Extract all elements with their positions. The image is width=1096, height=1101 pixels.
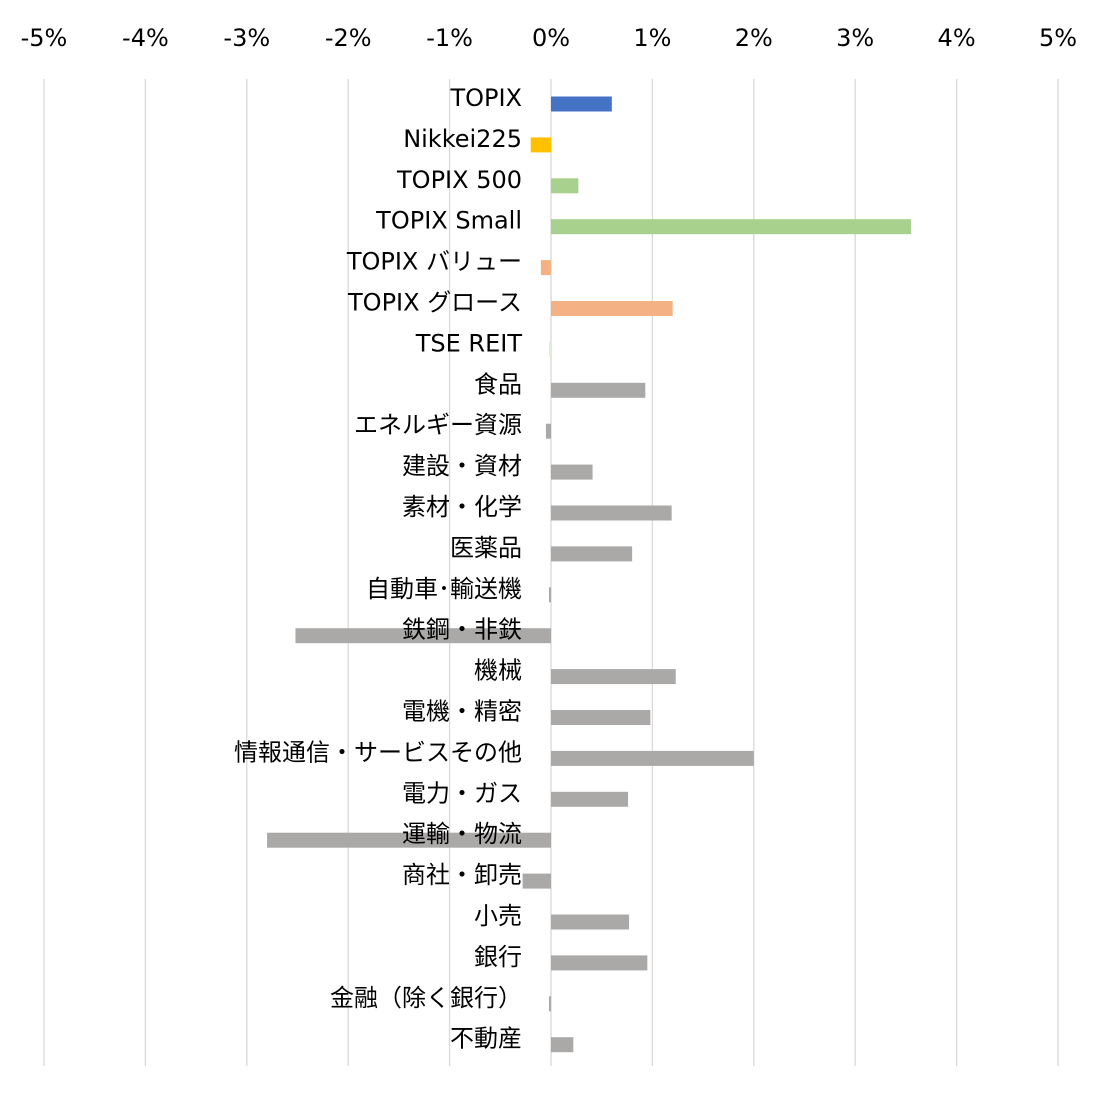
bar (530, 137, 551, 153)
category-label: 食品 (474, 370, 522, 398)
category-label: TOPIX バリュー (346, 248, 522, 276)
x-tick-label: -2% (325, 24, 372, 52)
x-tick-label: 4% (938, 24, 976, 52)
bar (551, 464, 593, 480)
bar (548, 341, 551, 357)
category-label: 機械 (474, 657, 522, 685)
bar (548, 996, 551, 1012)
bar (540, 260, 551, 276)
category-labels: TOPIX Nikkei225 TOPIX 500 TOPIX Small TOPIX … (234, 84, 522, 1053)
category-label: 情報通信・サービスその他 (234, 738, 522, 766)
category-label: 小売 (474, 902, 522, 930)
category-label: 素材・化学 (402, 493, 522, 521)
bar (545, 423, 551, 439)
category-label: TOPIX Small (375, 207, 522, 235)
x-tick-label: 3% (836, 24, 874, 52)
bar (551, 505, 672, 521)
bar (295, 628, 551, 644)
bar (551, 301, 673, 316)
category-label: 電機・精密 (402, 698, 522, 726)
bar (551, 546, 633, 562)
bar (551, 710, 651, 725)
x-tick-label: 0% (532, 24, 570, 52)
bar (551, 791, 629, 807)
bar (551, 219, 911, 235)
bar (551, 955, 648, 971)
bar (551, 96, 612, 112)
category-label: 運輸・物流 (402, 820, 522, 848)
category-label: 不動産 (450, 1025, 522, 1053)
category-label: 電力・ガス (402, 779, 522, 807)
bar (551, 914, 630, 930)
category-label: 金融（除く銀行） (330, 984, 522, 1012)
category-label: TSE REIT (415, 329, 523, 357)
bar (548, 587, 551, 603)
bars (267, 96, 911, 1053)
category-label: TOPIX グロース (347, 289, 522, 317)
category-label: 銀行 (474, 943, 522, 971)
category-label: エネルギー資源 (354, 411, 522, 439)
x-tick-label: -3% (223, 24, 270, 52)
category-label: 建設・資材 (402, 452, 522, 480)
bar (551, 750, 754, 766)
category-label: 商社・卸売 (402, 861, 522, 889)
category-label: TOPIX 500 (396, 166, 522, 194)
gridlines (43, 79, 1059, 1066)
category-label: Nikkei225 (403, 125, 522, 153)
x-tick-label: -4% (122, 24, 169, 52)
bar (267, 832, 551, 848)
category-label: TOPIX (449, 84, 522, 112)
category-label: 自動車･輸送機 (366, 575, 522, 603)
x-axis-tick-labels: -5% -4% -3% -2% -1% 0% 1% 2% 3% 4% 5% (21, 24, 1077, 52)
x-tick-label: -1% (426, 24, 473, 52)
category-label: 鉄鋼・非鉄 (402, 616, 522, 644)
bar (551, 178, 579, 194)
x-tick-label: 2% (735, 24, 773, 52)
x-tick-label: 1% (633, 24, 671, 52)
x-tick-label: 5% (1039, 24, 1077, 52)
category-label: 医薬品 (450, 534, 522, 562)
bar (522, 873, 551, 889)
bar (551, 1037, 574, 1053)
bar (551, 669, 676, 685)
bar (551, 382, 646, 398)
x-tick-label: -5% (21, 24, 68, 52)
